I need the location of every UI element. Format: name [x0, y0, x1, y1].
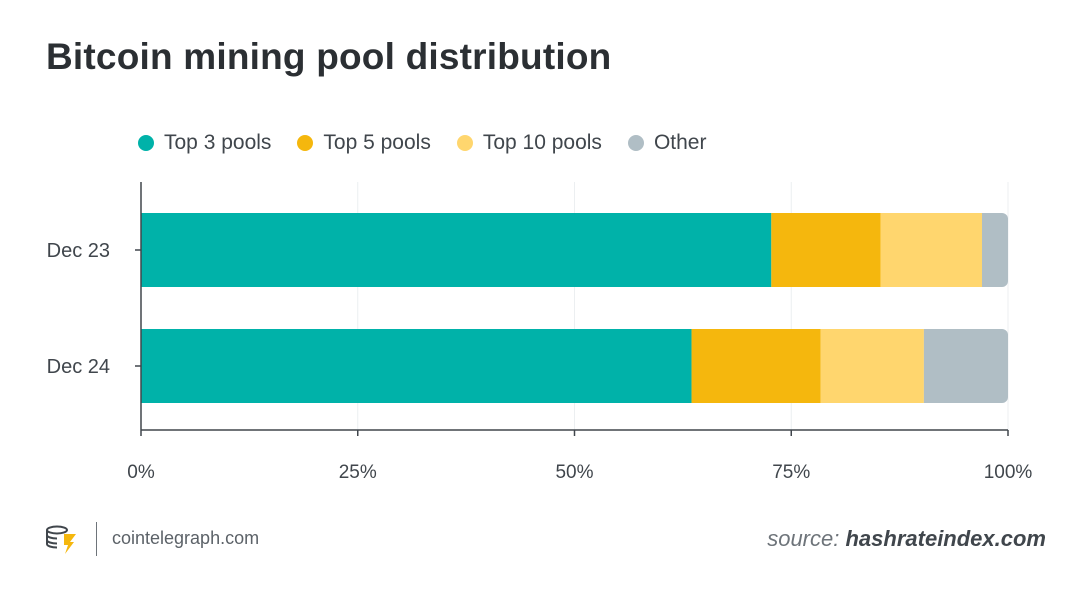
legend-swatch: [297, 135, 314, 151]
legend-label: Other: [653, 131, 707, 154]
x-tick-label: 50%: [555, 462, 593, 483]
bar-segment-2[interactable]: [820, 329, 924, 403]
bar-segment-1[interactable]: [691, 329, 821, 403]
bar-segment-3[interactable]: [923, 329, 1008, 403]
legend-label: Top 5 pools: [323, 131, 431, 154]
legend-item-0[interactable]: Top 3 pools: [138, 131, 271, 155]
legend-swatch: [138, 135, 154, 151]
legend-item-1[interactable]: Top 5 pools: [297, 131, 431, 155]
x-tick-label: 25%: [339, 462, 377, 483]
legend-item-3[interactable]: Other: [627, 131, 707, 155]
footer-divider: [96, 522, 97, 556]
legend-swatch: [456, 135, 473, 151]
footer-source: source: hashrateindex.com: [767, 526, 1046, 552]
bar-segment-1[interactable]: [771, 213, 881, 287]
chart-title: Bitcoin mining pool distribution: [46, 36, 612, 77]
legend-item-2[interactable]: Top 10 pools: [456, 131, 602, 155]
bar-segment-2[interactable]: [880, 213, 982, 287]
chart-legend: Top 3 pools Top 5 pools Top 10 pools Other: [138, 131, 706, 155]
source-name: hashrateindex.com: [845, 526, 1046, 551]
footer-site-link[interactable]: cointelegraph.com: [112, 528, 260, 548]
bar-segment-0[interactable]: [141, 213, 772, 287]
x-tick-label: 0%: [127, 462, 155, 483]
legend-label: Top 10 pools: [482, 131, 602, 154]
bar-segment-3[interactable]: [981, 213, 1008, 287]
category-label: Dec 23: [47, 240, 110, 262]
cointelegraph-logo-icon: [46, 525, 76, 554]
bar-group-dec-24: [141, 329, 1008, 403]
x-tick-label: 75%: [772, 462, 810, 483]
legend-swatch: [627, 135, 644, 151]
legend-label: Top 3 pools: [164, 131, 272, 154]
source-prefix: source:: [767, 526, 840, 551]
bar-group-dec-23: [141, 213, 1008, 287]
category-label: Dec 24: [47, 356, 110, 378]
bar-segment-0[interactable]: [141, 329, 692, 403]
x-tick-label: 100%: [984, 462, 1033, 483]
